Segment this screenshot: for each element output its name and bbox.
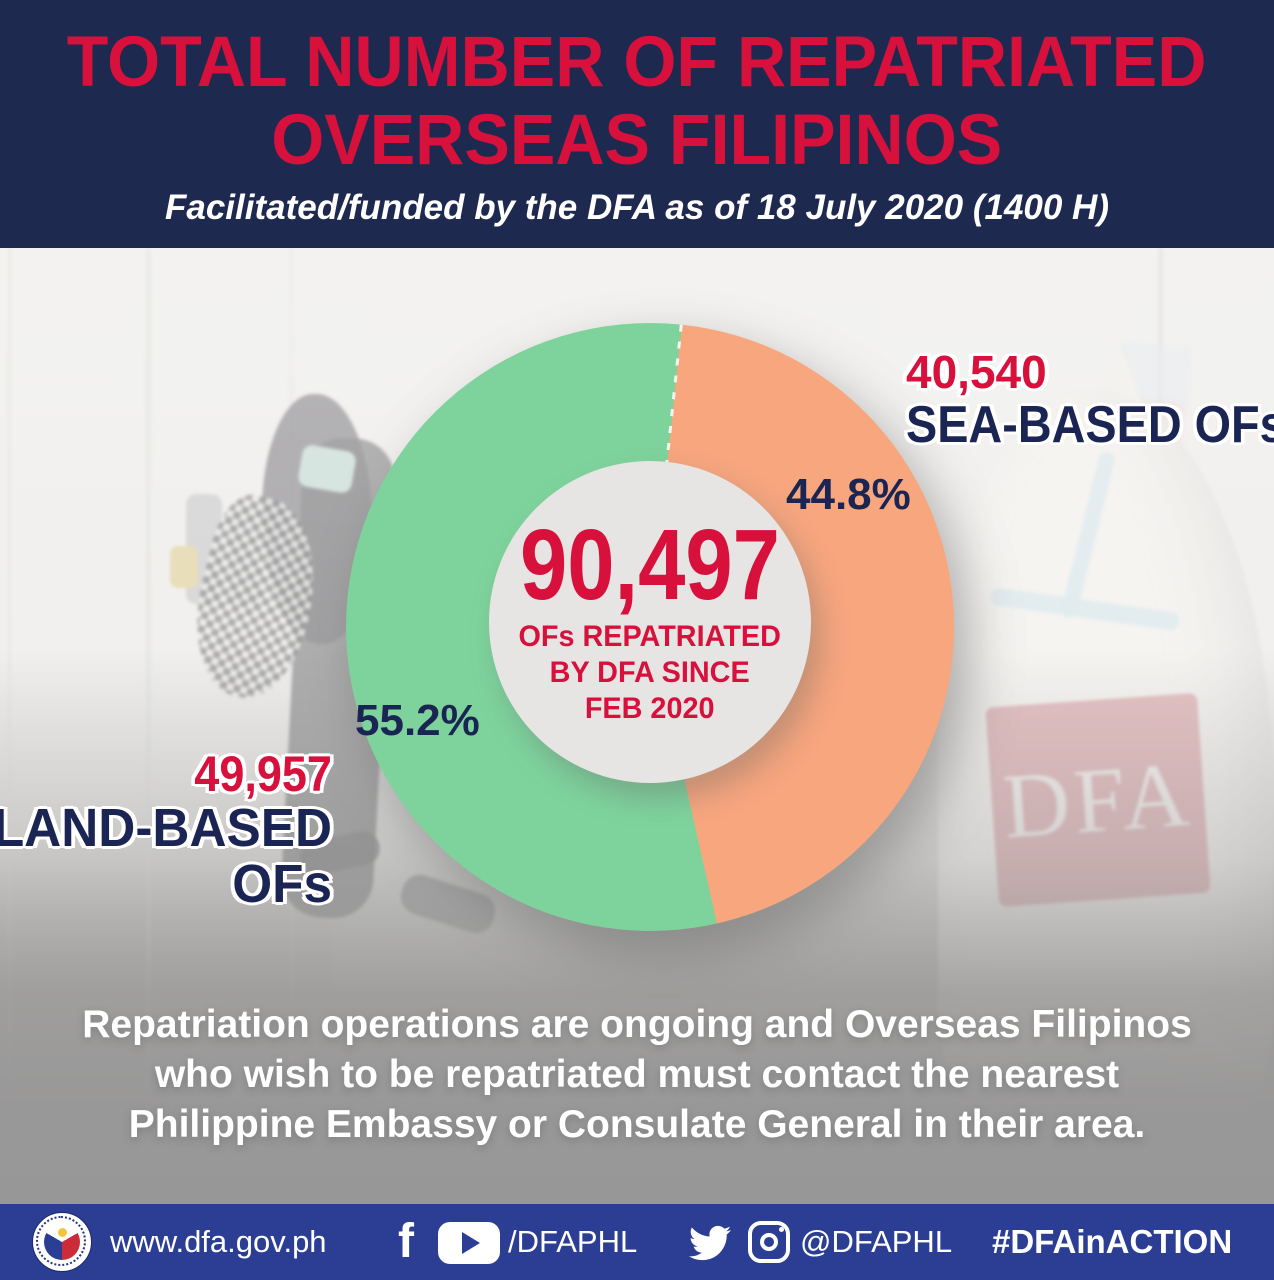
center-caption-line-3: FEB 2020 bbox=[585, 692, 715, 725]
donut-center: 90,497 OFs REPATRIATED BY DFA SINCE FEB … bbox=[489, 461, 811, 783]
twitter-instagram-handle: @DFAPHL bbox=[800, 1224, 953, 1259]
facebook-youtube-handle: /DFAPHL bbox=[508, 1224, 638, 1259]
photo-section: DFA 90,497 OFs REPATRIATED BY DFA SINCE … bbox=[0, 248, 1274, 1204]
title-line-1: TOTAL NUMBER OF REPATRIATED bbox=[67, 23, 1207, 102]
sea-percent-label: 44.8% bbox=[786, 470, 911, 519]
footer-bar: www.dfa.gov.ph f /DFAPHL @DFAPHL #DFAinA… bbox=[0, 1204, 1274, 1280]
sea-based-callout: 40,540 SEA-BASED OFs bbox=[906, 346, 1274, 452]
center-caption-line-1: OFs REPATRIATED bbox=[518, 620, 782, 653]
message-line-1: Repatriation operations are ongoing and … bbox=[82, 1003, 1192, 1046]
message-line-2: who wish to be repatriated must contact … bbox=[154, 1053, 1120, 1096]
land-percent-label: 55.2% bbox=[355, 696, 480, 745]
dfa-seal-sun bbox=[58, 1228, 67, 1237]
campaign-hashtag: #DFAinACTION bbox=[992, 1223, 1233, 1260]
total-value: 90,497 bbox=[520, 509, 780, 621]
header: TOTAL NUMBER OF REPATRIATED OVERSEAS FIL… bbox=[0, 0, 1274, 248]
youtube-icon bbox=[438, 1222, 500, 1264]
dfa-seal-icon bbox=[32, 1212, 92, 1272]
subtitle: Facilitated/funded by the DFA as of 18 J… bbox=[165, 188, 1109, 227]
instagram-icon bbox=[748, 1221, 790, 1263]
message-line-3: Philippine Embassy or Consulate General … bbox=[128, 1103, 1146, 1146]
facebook-icon: f bbox=[398, 1215, 414, 1268]
twitter-icon bbox=[689, 1225, 732, 1261]
message-section: Repatriation operations are ongoing and … bbox=[0, 1000, 1274, 1150]
center-caption-line-2: BY DFA SINCE bbox=[549, 656, 751, 689]
land-based-label-line-1: LAND-BASED bbox=[0, 798, 332, 858]
land-based-callout: 49,957 LAND-BASED OFs bbox=[0, 748, 332, 912]
land-based-label-line-2: OFs bbox=[232, 854, 332, 914]
sea-based-label: SEA-BASED OFs bbox=[906, 396, 1274, 454]
page-title: TOTAL NUMBER OF REPATRIATED OVERSEAS FIL… bbox=[0, 24, 1274, 180]
donut-chart: 90,497 OFs REPATRIATED BY DFA SINCE FEB … bbox=[346, 323, 954, 931]
title-line-2: OVERSEAS FILIPINOS bbox=[271, 101, 1003, 180]
center-caption: OFs REPATRIATED BY DFA SINCE FEB 2020 bbox=[519, 619, 781, 727]
sea-based-value: 40,540 bbox=[906, 346, 1047, 398]
land-based-value: 49,957 bbox=[194, 746, 332, 802]
website-url: www.dfa.gov.ph bbox=[110, 1224, 327, 1259]
